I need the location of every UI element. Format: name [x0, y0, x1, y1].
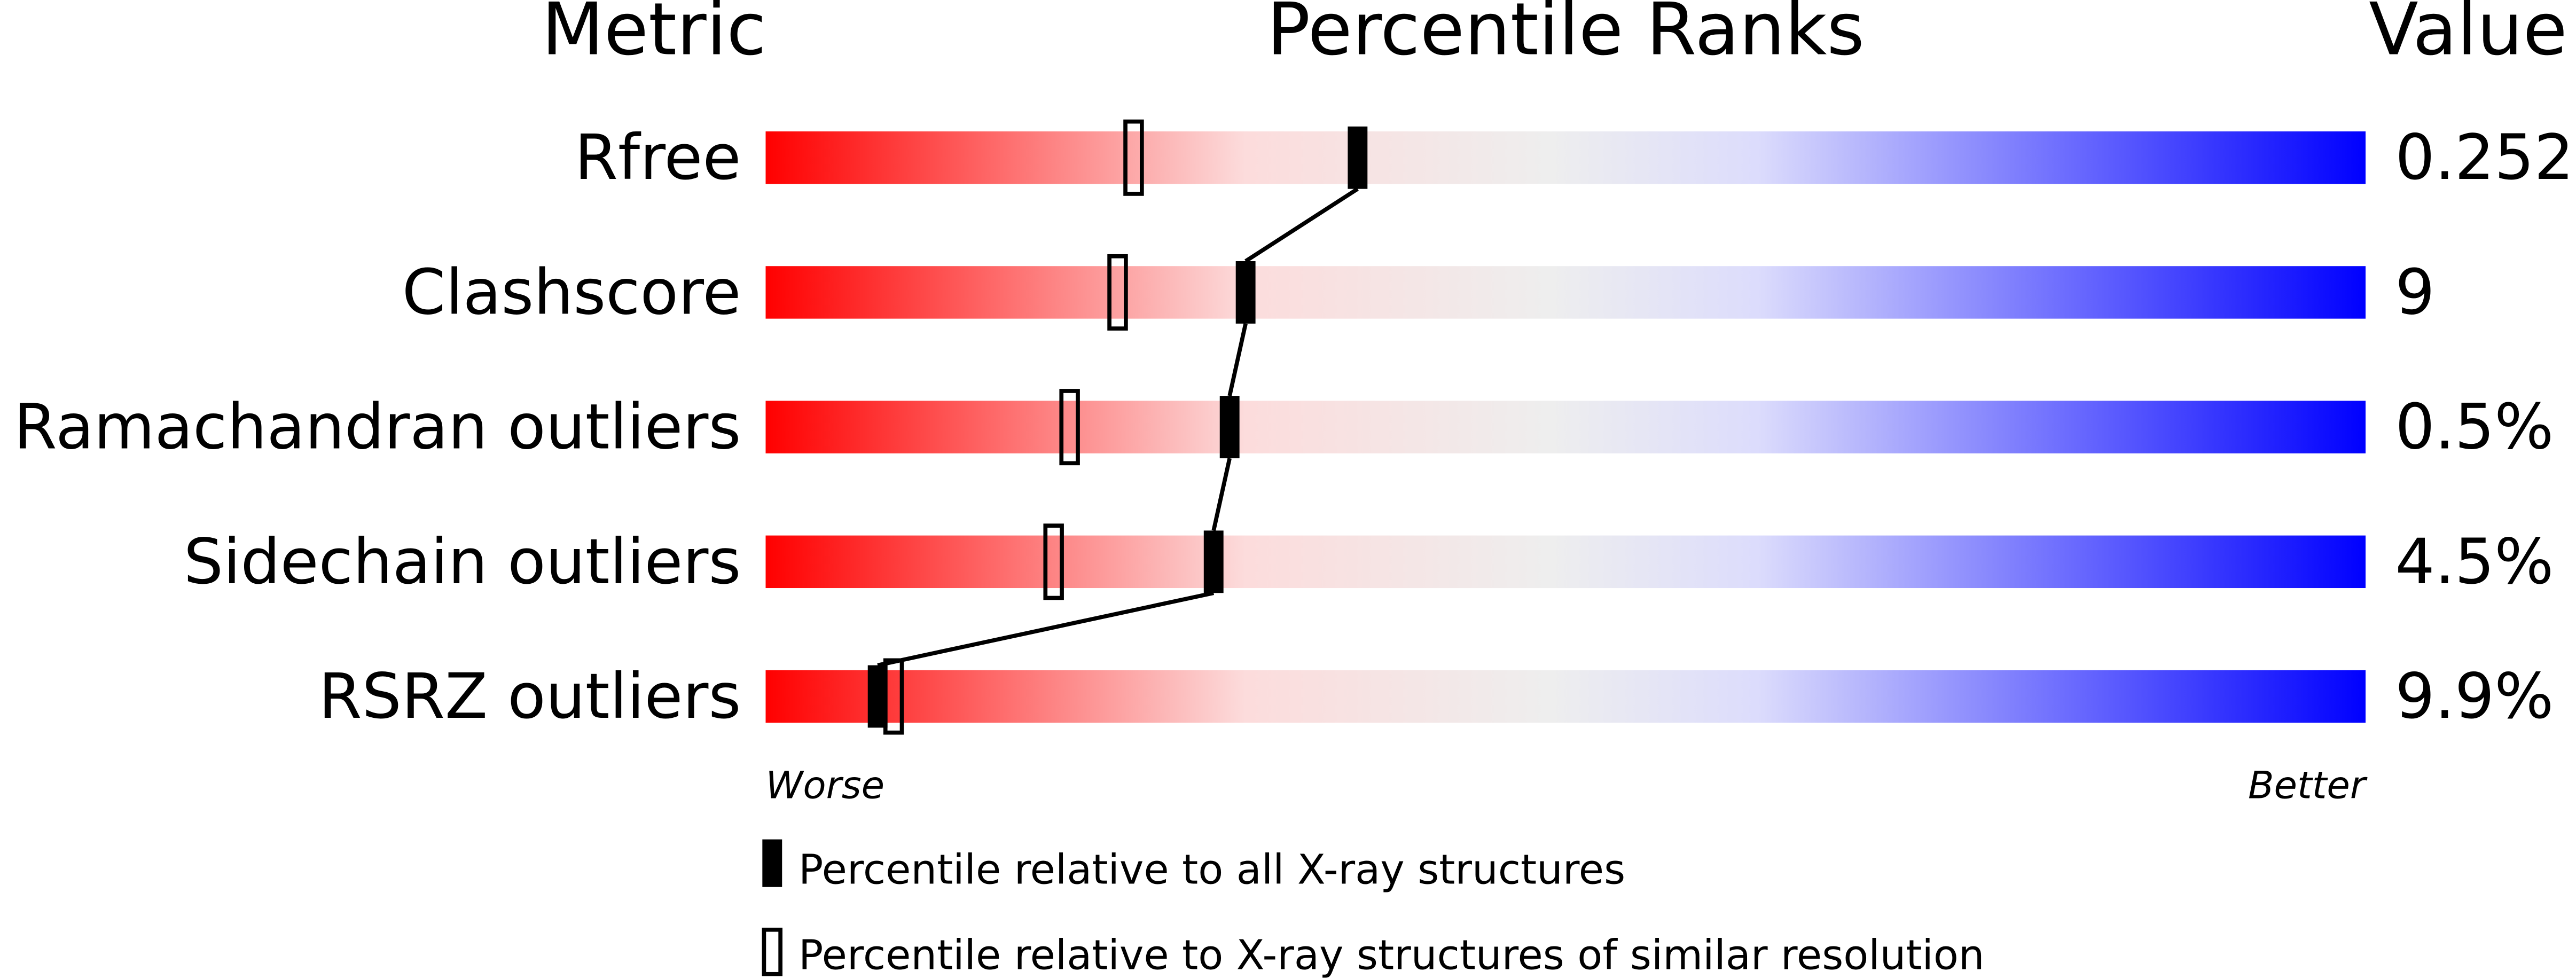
- marker-all-structures: [1235, 261, 1256, 324]
- percentile-bar: [765, 670, 2366, 723]
- percentile-bar: [765, 535, 2366, 589]
- header-metric: Metric: [542, 0, 766, 71]
- marker-similar-resolution: [1043, 523, 1064, 600]
- percentile-bar: [765, 401, 2366, 453]
- axis-label-worse: Worse: [765, 763, 884, 808]
- percentile-bar: [765, 131, 2366, 184]
- header-percentile-ranks: Percentile Ranks: [1267, 0, 1865, 71]
- metric-value: 0.5%: [2395, 391, 2554, 464]
- marker-all-structures: [1203, 530, 1224, 593]
- legend-filled-marker: [762, 839, 782, 887]
- connector-line: [877, 591, 1215, 668]
- percentile-bar: [765, 266, 2366, 319]
- legend-label-all: Percentile relative to all X-ray structu…: [798, 847, 1625, 894]
- legend-label-similar: Percentile relative to X-ray structures …: [798, 932, 1985, 979]
- legend-open-marker: [762, 927, 783, 976]
- metric-value: 9.9%: [2395, 660, 2554, 733]
- marker-all-structures: [1348, 126, 1368, 189]
- metric-label: Clashscore: [402, 256, 741, 328]
- marker-similar-resolution: [883, 658, 904, 735]
- axis-label-better: Better: [2248, 763, 2368, 808]
- marker-all-structures: [1219, 396, 1240, 459]
- connector-line: [1244, 187, 1359, 263]
- marker-similar-resolution: [1123, 119, 1144, 196]
- metric-label: Rfree: [575, 121, 741, 194]
- header-value: Value: [2369, 0, 2567, 71]
- marker-similar-resolution: [1059, 389, 1080, 466]
- metric-label: Ramachandran outliers: [13, 391, 741, 464]
- connector-line: [1227, 323, 1248, 397]
- metric-value: 4.5%: [2395, 526, 2554, 598]
- marker-similar-resolution: [1107, 254, 1128, 331]
- metric-label: Sidechain outliers: [184, 526, 741, 598]
- connector-line: [1211, 458, 1232, 531]
- metric-value: 9: [2395, 256, 2434, 328]
- metric-label: RSRZ outliers: [318, 660, 741, 733]
- metric-value: 0.252: [2395, 121, 2574, 194]
